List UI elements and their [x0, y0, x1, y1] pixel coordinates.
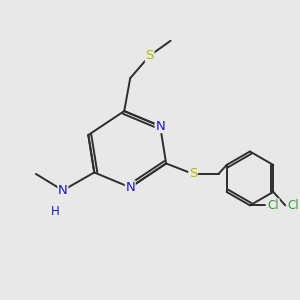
Text: S: S [146, 49, 154, 62]
Text: S: S [189, 167, 197, 180]
Text: Cl: Cl [268, 199, 279, 212]
Text: N: N [155, 120, 165, 133]
Text: Cl: Cl [288, 199, 299, 212]
Text: N: N [58, 184, 68, 197]
Text: H: H [51, 205, 60, 218]
Text: N: N [125, 181, 135, 194]
